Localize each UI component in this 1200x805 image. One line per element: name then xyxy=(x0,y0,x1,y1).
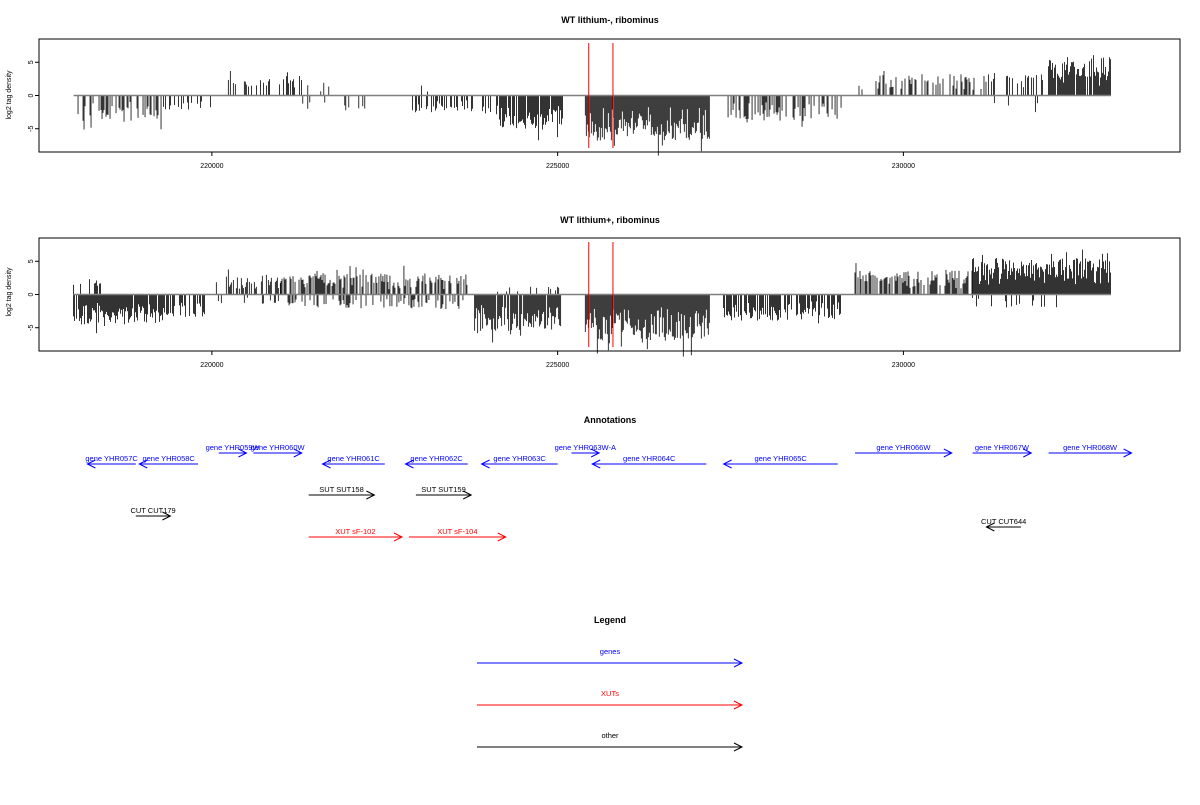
y-tick-label: -5 xyxy=(28,325,35,331)
feature-label: SUT SUT159 xyxy=(421,485,465,494)
legend-items: genes XUTs other xyxy=(477,647,744,752)
feature-arrowhead xyxy=(943,448,953,458)
legend-arrowhead xyxy=(733,658,744,668)
red-marker-lines xyxy=(588,242,614,347)
feature-arrowhead xyxy=(722,459,732,469)
feature-label: gene YHR059W xyxy=(206,443,261,452)
feature-label: gene YHR068W xyxy=(1063,443,1118,452)
x-tick-label: 220000 xyxy=(200,163,223,170)
feature-arrowhead xyxy=(293,448,303,458)
axis-ticks: -5 0 5 220000 225000 230000 xyxy=(28,259,915,369)
feature-arrowhead xyxy=(1123,448,1133,458)
x-tick-label: 225000 xyxy=(546,362,569,369)
x-tick-label: 230000 xyxy=(892,362,915,369)
feature-arrowhead xyxy=(138,459,148,469)
feature-arrowhead xyxy=(404,459,414,469)
feature-arrowhead xyxy=(1023,448,1033,458)
legend-label: genes xyxy=(600,647,621,656)
x-tick-label: 230000 xyxy=(892,163,915,170)
feature-label: XUT sF-104 xyxy=(437,527,477,536)
legend-label: XUTs xyxy=(601,689,619,698)
legend: Legend genes XUTs other xyxy=(477,615,744,752)
legend-title: Legend xyxy=(594,615,626,625)
y-tick-label: 5 xyxy=(28,259,35,263)
y-tick-label: 0 xyxy=(28,93,35,97)
annotations-title: Annotations xyxy=(584,415,637,425)
y-tick-label: 0 xyxy=(28,292,35,296)
panel-title: WT lithium-, ribominus xyxy=(561,15,659,25)
feature-arrowhead xyxy=(480,459,490,469)
feature-label: gene YHR063C xyxy=(493,454,546,463)
axis-ticks: -5 0 5 220000 225000 230000 xyxy=(28,60,915,170)
feature-label: CUT CUT644 xyxy=(981,517,1026,526)
feature-arrowhead xyxy=(497,532,507,542)
coverage-panel-lithium-plus: WT lithium+, ribominus log2 tag density … xyxy=(6,215,1181,369)
feature-label: gene YHR064C xyxy=(623,454,676,463)
feature-label: SUT SUT158 xyxy=(319,485,363,494)
feature-label: gene YHR066W xyxy=(876,443,931,452)
plot-frame xyxy=(38,38,1181,153)
feature-label: gene YHR067W xyxy=(975,443,1030,452)
red-marker-lines xyxy=(588,43,614,148)
feature-arrowhead xyxy=(985,522,995,532)
feature-arrowhead xyxy=(162,511,172,521)
coverage-bars xyxy=(73,249,1111,357)
feature-arrowhead xyxy=(393,532,404,542)
y-axis-label: log2 tag density xyxy=(6,267,13,317)
legend-arrowhead xyxy=(733,742,744,752)
feature-label: XUT sF-102 xyxy=(335,527,375,536)
feature-arrowhead xyxy=(462,490,473,500)
feature-label: gene YHR062C xyxy=(410,454,463,463)
feature-arrowhead xyxy=(591,459,601,469)
feature-label: gene YHR065C xyxy=(754,454,807,463)
legend-arrowhead xyxy=(733,700,744,710)
feature-label: CUT CUT179 xyxy=(130,506,175,515)
feature-arrowhead xyxy=(238,448,248,458)
y-tick-label: 5 xyxy=(28,60,35,64)
plot-frame xyxy=(38,237,1181,352)
feature-arrowhead xyxy=(366,490,376,500)
coverage-panel-lithium-minus: WT lithium-, ribominus log2 tag density … xyxy=(6,15,1181,170)
y-axis-label: log2 tag density xyxy=(6,70,13,120)
y-tick-label: -5 xyxy=(28,126,35,132)
feature-label: gene YHR057C xyxy=(85,454,138,463)
panel-title: WT lithium+, ribominus xyxy=(560,215,660,225)
x-tick-label: 220000 xyxy=(200,362,223,369)
feature-label: gene YHR063W-A xyxy=(555,443,616,452)
feature-label: gene YHR060W xyxy=(251,443,306,452)
feature-label: gene YHR058C xyxy=(142,454,195,463)
feature-label: gene YHR061C xyxy=(327,454,380,463)
coverage-bars xyxy=(73,55,1112,156)
x-tick-label: 225000 xyxy=(546,163,569,170)
feature-arrowhead xyxy=(590,448,601,458)
feature-arrowhead xyxy=(86,459,96,469)
annotations-track: Annotations gene YHR057C gene YHR058C gene… xyxy=(85,415,1133,542)
feature-arrowhead xyxy=(321,459,331,469)
legend-label: other xyxy=(601,731,619,740)
